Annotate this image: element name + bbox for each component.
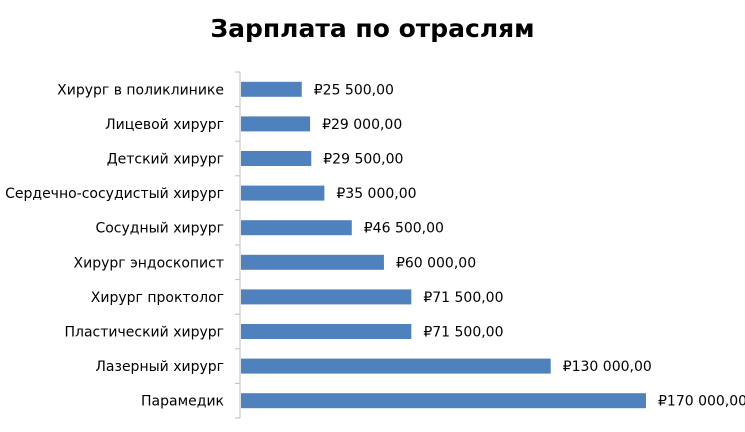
bar bbox=[241, 116, 311, 132]
bar bbox=[241, 254, 384, 270]
bar bbox=[241, 358, 551, 374]
data-label: ₽46 500,00 bbox=[364, 221, 444, 237]
bar bbox=[241, 81, 302, 97]
category-label: Пластический хирург bbox=[65, 325, 225, 341]
category-label: Парамедик bbox=[141, 394, 224, 410]
category-label: Хирург в поликлинике bbox=[57, 82, 224, 98]
category-label: Хирург проктолог bbox=[91, 290, 224, 306]
bar bbox=[241, 324, 412, 339]
bar bbox=[241, 220, 352, 236]
data-label: ₽71 500,00 bbox=[423, 290, 503, 306]
bar bbox=[241, 151, 312, 166]
data-label: ₽71 500,00 bbox=[423, 325, 503, 341]
data-label: ₽35 000,00 bbox=[336, 186, 416, 202]
data-label: ₽60 000,00 bbox=[396, 255, 476, 271]
category-label: Детский хирург bbox=[107, 152, 224, 168]
data-label: ₽170 000,00 bbox=[658, 394, 745, 410]
category-label: Лазерный хирург bbox=[95, 359, 224, 375]
category-label: Сосудный хирург bbox=[95, 221, 224, 237]
data-label: ₽29 000,00 bbox=[322, 117, 402, 133]
bar bbox=[241, 289, 412, 305]
category-label: Сердечно-сосудистый хирург bbox=[5, 186, 224, 202]
data-label: ₽130 000,00 bbox=[563, 359, 652, 375]
data-label: ₽29 500,00 bbox=[323, 152, 403, 168]
category-label: Лицевой хирург bbox=[105, 117, 224, 133]
chart-title: Зарплата по отраслям bbox=[210, 14, 535, 43]
data-label: ₽25 500,00 bbox=[314, 82, 394, 98]
bar bbox=[241, 393, 646, 409]
category-label: Хирург эндоскопист bbox=[74, 255, 224, 271]
bar bbox=[241, 185, 325, 201]
